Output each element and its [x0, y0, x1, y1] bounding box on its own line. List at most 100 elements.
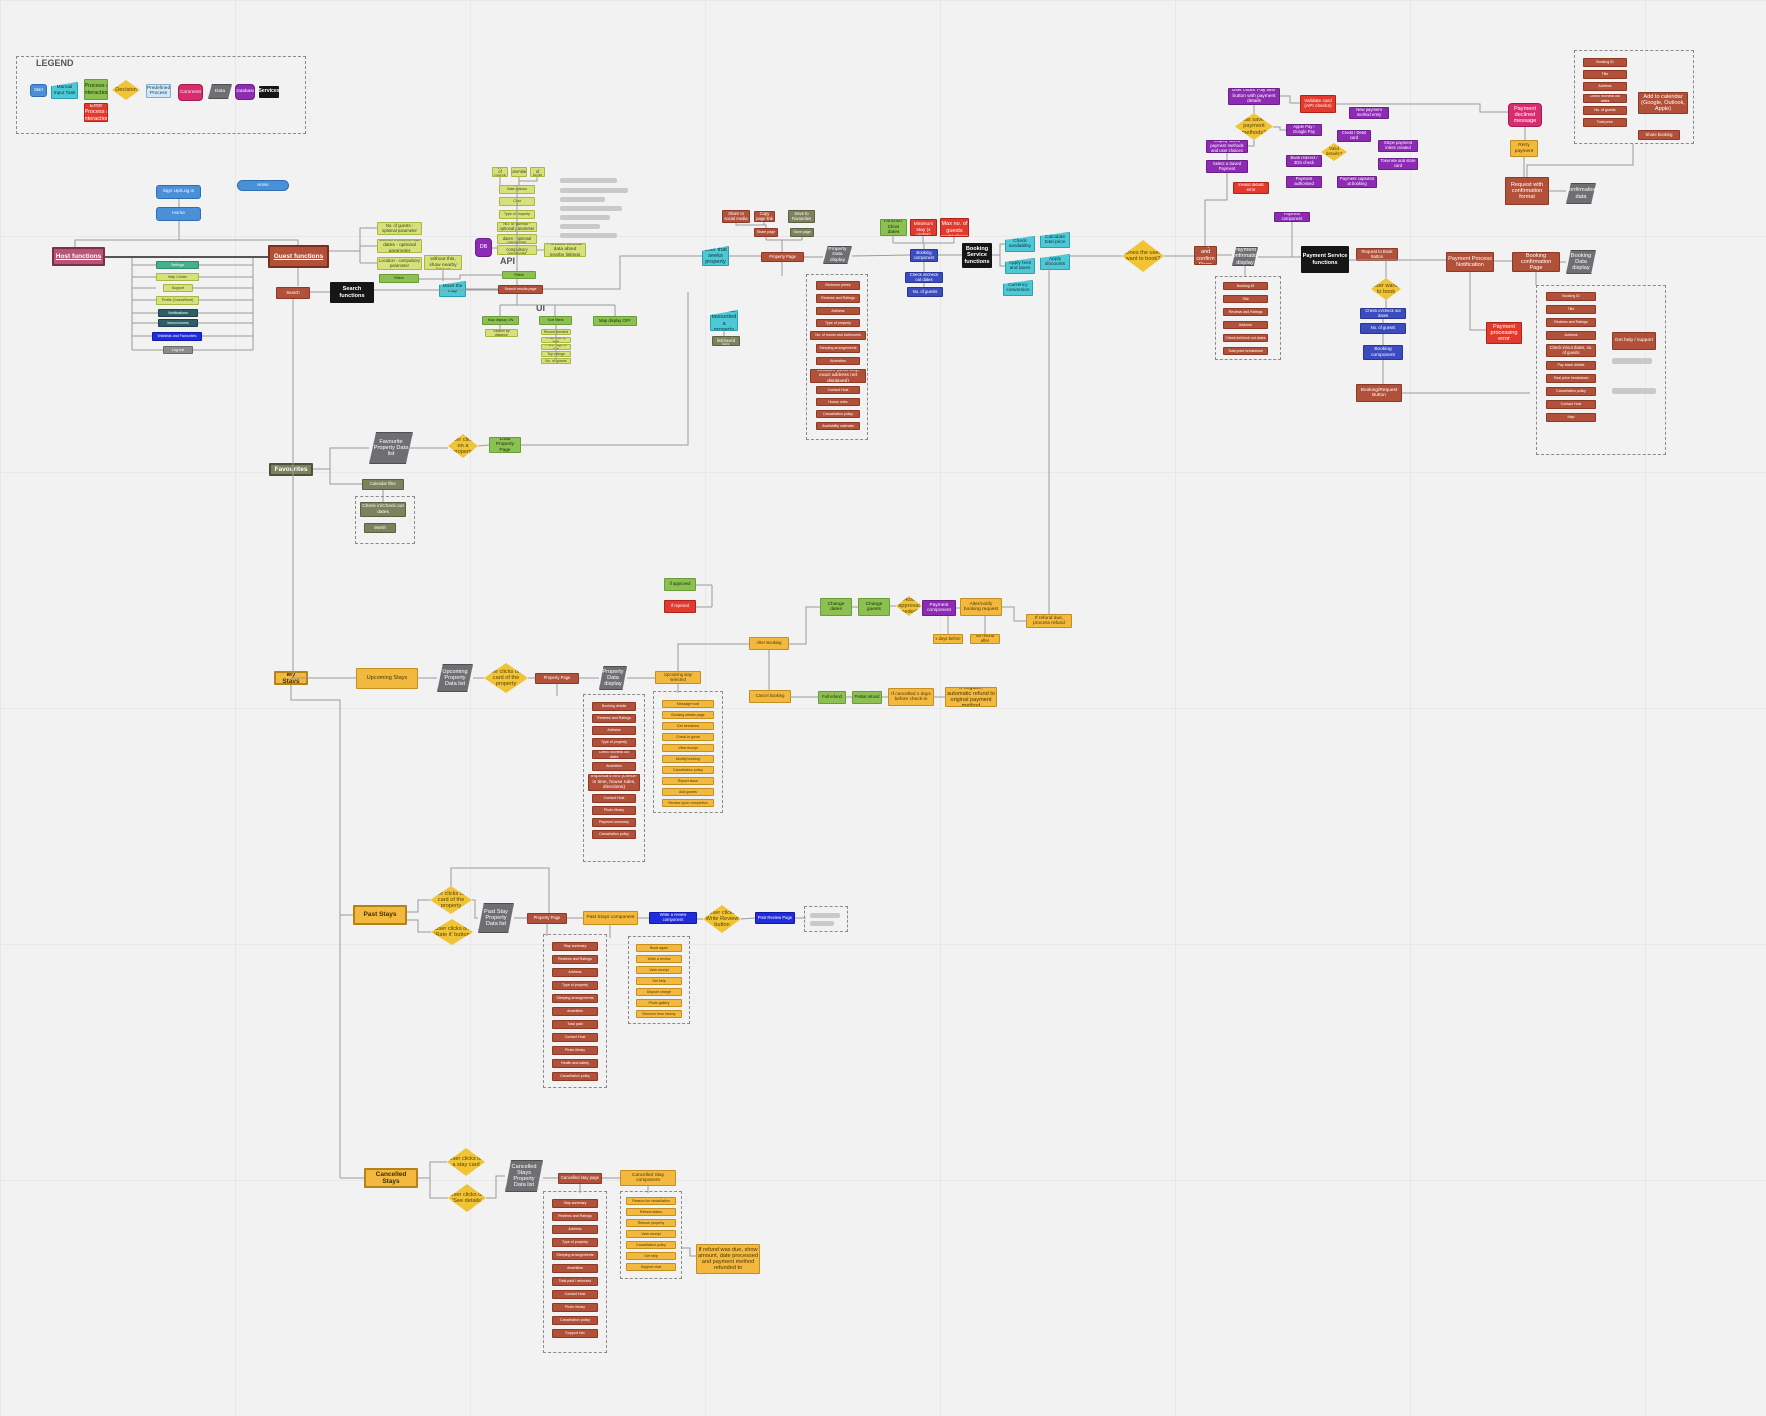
- booking-request-button[interactable]: Booking/Request Button: [1356, 384, 1402, 402]
- comment[interactable]: Comment: [178, 84, 203, 101]
- if-approved[interactable]: If approved: [664, 578, 696, 591]
- address[interactable]: Address: [1546, 331, 1596, 340]
- report-issue[interactable]: Report issue: [662, 777, 714, 785]
- review-upon-completion[interactable]: Review upon completion: [662, 799, 714, 807]
- payment-summary[interactable]: Payment summary: [592, 818, 636, 827]
- wishlists-and-favourites[interactable]: Wishlists and Favourites: [152, 332, 202, 341]
- host-functions[interactable]: Host functions: [52, 247, 105, 266]
- remove-from-history[interactable]: Remove from history: [636, 1010, 682, 1018]
- support-info[interactable]: Support info: [552, 1329, 598, 1338]
- search[interactable]: Search: [276, 287, 310, 299]
- message-host[interactable]: Message host: [662, 700, 714, 708]
- type-of-property[interactable]: Type of property: [592, 738, 636, 747]
- amenities[interactable]: Amenities: [592, 762, 636, 771]
- contact-host[interactable]: Contact Host: [552, 1033, 598, 1042]
- location-area-only-exact-address-not-dis[interactable]: Location (area only, exact address not d…: [810, 369, 866, 383]
- bedroom-prices[interactable]: Bedroom prices: [816, 281, 860, 290]
- save-to-favourites[interactable]: Save to Favourites: [788, 210, 815, 223]
- decision-user-clicks-on-rate-it-button[interactable]: User clicks on 'Rate it' button: [431, 919, 473, 945]
- map-display-on[interactable]: Map display ON: [482, 316, 519, 325]
- past-stays-component[interactable]: Past Stays component: [583, 911, 638, 925]
- select-a-saved-payment[interactable]: Select a Saved Payment: [1206, 160, 1248, 173]
- check-in-check-out-dates[interactable]: Check in/check out dates: [1360, 308, 1406, 319]
- property-list-saved-lists[interactable]: Property list/Saved lists: [712, 336, 740, 346]
- if-eligible-automatic-refund-to-original[interactable]: If eligible, automatic refund to origina…: [945, 687, 997, 707]
- month[interactable]: Month: [364, 523, 396, 533]
- payment-component[interactable]: Payment component: [1274, 212, 1310, 222]
- cancelled-stays-property-data-list[interactable]: Cancelled Stays Property Data list: [505, 1160, 543, 1192]
- get-directions[interactable]: Get directions: [662, 722, 714, 730]
- decision-user-clicks-on-see-details[interactable]: User clicks on 'See details': [448, 1184, 486, 1212]
- calendar-filter[interactable]: Calendar filter: [362, 479, 404, 490]
- check-in-check-out-dates[interactable]: Check in/check out dates: [905, 272, 943, 283]
- health-and-safety[interactable]: Health and safety: [552, 1059, 598, 1068]
- reviews-and-ratings[interactable]: Reviews and Ratings: [816, 294, 860, 303]
- reviews-and-ratings[interactable]: Reviews and Ratings: [1223, 308, 1268, 316]
- filters[interactable]: Filters: [502, 271, 536, 279]
- pay-and-confirm-page[interactable]: Pay and confirm Page: [1194, 246, 1217, 265]
- start[interactable]: Start: [30, 84, 47, 97]
- check-in-out-dates-no-of-guests[interactable]: Check in/out dates, no. of guests: [1546, 344, 1596, 357]
- if-refund-due-process-refund[interactable]: If refund due, process refund: [1026, 614, 1072, 628]
- check-in-check-out-dates[interactable]: Check in/check out dates: [1223, 334, 1268, 342]
- profile-guest-host[interactable]: Profile (Guest/Host): [156, 296, 199, 305]
- payment-component[interactable]: Payment component: [922, 600, 956, 616]
- no-of-guests-optional-parameter[interactable]: No. of guests - optional parameter: [377, 222, 422, 235]
- invalid-details-error[interactable]: Invalid details error: [1233, 182, 1269, 194]
- apply-fees-and-taxes[interactable]: Apply fees and taxes: [1005, 258, 1035, 274]
- function-max-no-of-guests-restrictions[interactable]: Function: Max no. of guests restrictions: [940, 218, 969, 237]
- currency-conversion[interactable]: Currency conversion: [1003, 280, 1033, 296]
- contact-host[interactable]: Contact Host: [816, 386, 860, 394]
- check-availability[interactable]: Check availability: [1005, 236, 1035, 252]
- cancel-booking[interactable]: Cancel booking: [749, 690, 791, 703]
- support-chat[interactable]: Support chat: [626, 1263, 676, 1271]
- request-to-book-button[interactable]: Request to Book Button: [1356, 248, 1398, 261]
- no-of-beds[interactable]: No. of beds: [530, 167, 545, 177]
- sleeping-arrangements[interactable]: Sleeping arrangements: [552, 994, 598, 1003]
- cancelled-stays[interactable]: Cancelled Stays: [364, 1168, 418, 1188]
- decision-user-clicks-write-review-button[interactable]: User clicks 'Write Review' button: [703, 905, 741, 933]
- booking-confirmation-page[interactable]: Booking confirmation Page: [1512, 252, 1560, 272]
- services[interactable]: Services: [259, 86, 279, 98]
- reason-for-cancellation[interactable]: Reason for cancellation: [626, 1197, 676, 1205]
- address[interactable]: Address: [1223, 321, 1268, 329]
- decision-host-approval-needed[interactable]: Host approval needed?: [896, 596, 922, 616]
- payment-declined-message[interactable]: Payment declined message: [1508, 103, 1542, 127]
- important-info-check-in-time-house-rules[interactable]: Important info (check-in time, house rul…: [588, 774, 640, 791]
- property-data-display[interactable]: Property Data display: [599, 666, 627, 690]
- contact-host[interactable]: Contact Host: [592, 794, 636, 803]
- favourites[interactable]: Favourites: [269, 463, 313, 476]
- decision-valid-details[interactable]: Valid details?: [1321, 143, 1347, 161]
- decision-does-the-user-want-to-book[interactable]: Does the user want to book?: [1122, 240, 1164, 272]
- data[interactable]: Data: [208, 84, 232, 99]
- reviews-and-ratings[interactable]: Reviews and Ratings: [1546, 318, 1596, 327]
- settings[interactable]: Settings: [156, 261, 199, 269]
- log-out[interactable]: Log out: [163, 346, 193, 354]
- recommended[interactable]: Recommended: [541, 329, 571, 335]
- property-page[interactable]: Property Page: [527, 913, 567, 924]
- if-cancelled-x-days-before-check-in[interactable]: If cancelled x days before check-in: [888, 688, 934, 706]
- decision-user-clicks-on-a-property[interactable]: User clicks on a property: [448, 434, 478, 458]
- process-interaction[interactable]: Process / Interaction: [84, 79, 108, 100]
- view-receipt[interactable]: View receipt: [662, 744, 714, 752]
- booking-id[interactable]: Booking ID: [1223, 282, 1268, 290]
- cancellation-policy[interactable]: Cancellation policy: [816, 410, 860, 418]
- cancellation-policy[interactable]: Cancellation policy: [662, 766, 714, 774]
- view-receipt[interactable]: View receipt: [626, 1230, 676, 1238]
- no-refund-after[interactable]: No refund after: [970, 634, 1000, 644]
- if-search-without-this-show-nearby-listi[interactable]: If search without this, show nearby list…: [424, 255, 462, 270]
- filters[interactable]: Filters: [379, 274, 419, 283]
- photo-gallery[interactable]: Photo gallery: [636, 999, 682, 1007]
- if-rejected[interactable]: If rejected: [664, 600, 696, 613]
- book-again[interactable]: Book again: [636, 944, 682, 952]
- share-page[interactable]: Share page: [754, 228, 778, 237]
- guest-functions[interactable]: Guest functions: [268, 245, 329, 268]
- amenities[interactable]: Amenities: [816, 357, 860, 365]
- past-stays[interactable]: Past Stays: [353, 905, 407, 925]
- my-stays[interactable]: My Stays: [274, 671, 308, 685]
- type-of-property[interactable]: Type of property: [816, 319, 860, 327]
- apple-pay-google-pay[interactable]: Apple Pay / Google Pay: [1286, 124, 1322, 136]
- cost[interactable]: Cost: [499, 197, 535, 206]
- sleeping-arrangements[interactable]: Sleeping arrangements: [552, 1251, 598, 1260]
- check-in-check-out-dates[interactable]: Check in/check out dates: [1583, 94, 1627, 103]
